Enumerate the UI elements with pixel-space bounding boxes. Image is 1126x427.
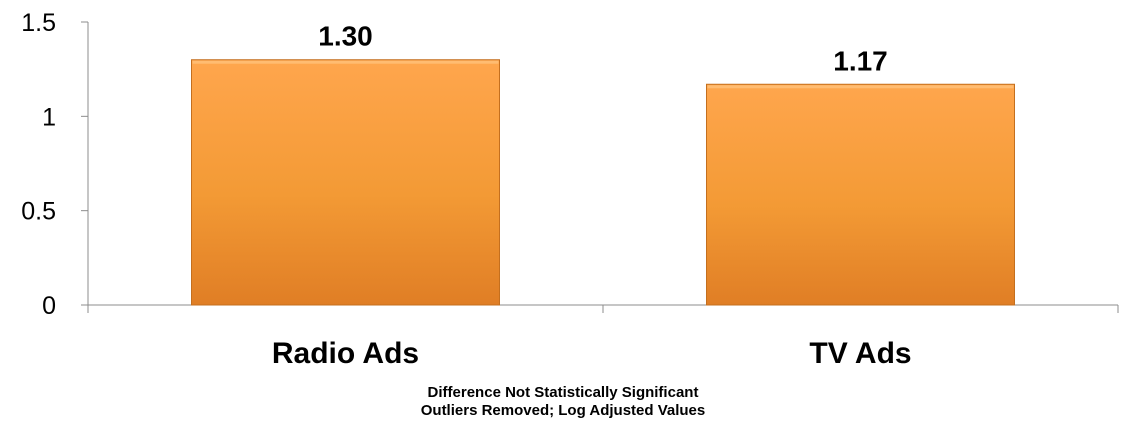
bar-radio-ads: [191, 59, 500, 306]
y-tick-label: 1: [42, 103, 56, 131]
bar-tv-ads: [706, 83, 1015, 306]
y-tick-label: 1.5: [21, 9, 56, 37]
footnote-method: Outliers Removed; Log Adjusted Values: [420, 402, 706, 419]
y-tick-label: 0: [42, 292, 56, 320]
data-label: 1.17: [833, 45, 888, 76]
data-label: 1.30: [318, 21, 373, 52]
x-category-label: TV Ads: [809, 337, 911, 370]
y-tick-label: 0.5: [21, 198, 56, 226]
footnote-significance: Difference Not Statistically Significant: [427, 384, 699, 401]
x-category-label: Radio Ads: [272, 337, 419, 370]
bar-highlight: [192, 60, 499, 64]
bar-highlight: [707, 85, 1014, 89]
